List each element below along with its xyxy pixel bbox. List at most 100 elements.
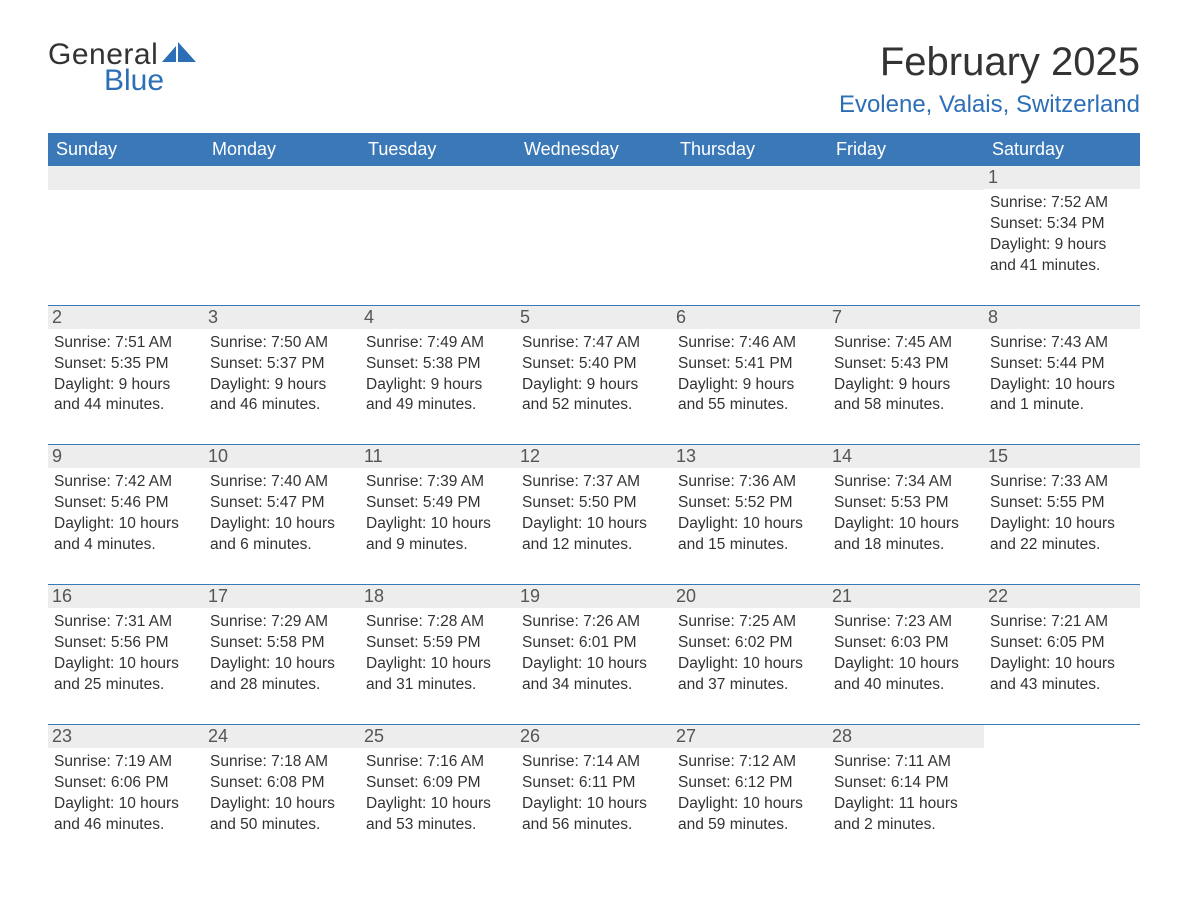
calendar-day [984,725,1140,842]
calendar-day [828,166,984,283]
sunset-line: Sunset: 6:11 PM [522,773,666,794]
daylight-line-1: Daylight: 10 hours [990,654,1134,675]
calendar-day: 16Sunrise: 7:31 AMSunset: 5:56 PMDayligh… [48,585,204,702]
day-number: 27 [672,725,828,748]
daylight-line-2: and 46 minutes. [54,815,198,836]
calendar-day: 19 Sunrise: 7:26 AMSunset: 6:01 PMDayligh… [516,585,672,702]
sunset-line: Sunset: 6:08 PM [210,773,354,794]
sunset-line: Sunset: 5:53 PM [834,493,978,514]
daylight-line-2: and 52 minutes. [522,395,666,416]
sunset-line: Sunset: 5:58 PM [210,633,354,654]
sunrise-line: Sunrise: 7:37 AM [522,472,666,493]
daylight-line-1: Daylight: 10 hours [210,654,354,675]
daylight-line-2: and 56 minutes. [522,815,666,836]
calendar-day: 1Sunrise: 7:52 AMSunset: 5:34 PMDaylight… [984,166,1140,283]
day-number [672,166,828,190]
sunrise-line: Sunrise: 7:26 AM [522,612,666,633]
calendar-day: 6Sunrise: 7:46 AMSunset: 5:41 PMDaylight… [672,306,828,423]
day-number: 12 [516,445,672,468]
daylight-line-2: and 34 minutes. [522,675,666,696]
sunrise-line: Sunrise: 7:16 AM [366,752,510,773]
day-number: 14 [828,445,984,468]
calendar-day: 18Sunrise: 7:28 AMSunset: 5:59 PMDayligh… [360,585,516,702]
sunrise-line: Sunrise: 7:51 AM [54,333,198,354]
sunset-line: Sunset: 6:05 PM [990,633,1134,654]
day-details: Sunrise: 7:34 AMSunset: 5:53 PMDaylight:… [834,472,978,556]
day-number: 23 [48,725,204,748]
day-details: Sunrise: 7:40 AMSunset: 5:47 PMDaylight:… [210,472,354,556]
sunrise-line: Sunrise: 7:36 AM [678,472,822,493]
sunset-line: Sunset: 5:59 PM [366,633,510,654]
day-details: Sunrise: 7:18 AMSunset: 6:08 PMDaylight:… [210,752,354,836]
weekday-header: Tuesday [360,133,516,166]
weekday-header-row: SundayMondayTuesdayWednesdayThursdayFrid… [48,133,1140,166]
day-details: Sunrise: 7:50 AMSunset: 5:37 PMDaylight:… [210,333,354,417]
day-number: 22 [984,585,1140,608]
calendar-day: 26Sunrise: 7:14 AMSunset: 6:11 PMDayligh… [516,725,672,842]
daylight-line-2: and 53 minutes. [366,815,510,836]
calendar-day: 8Sunrise: 7:43 AMSunset: 5:44 PMDaylight… [984,306,1140,423]
sunrise-line: Sunrise: 7:40 AM [210,472,354,493]
day-number: 26 [516,725,672,748]
calendar-day: 23 Sunrise: 7:19 AMSunset: 6:06 PMDayligh… [48,725,204,842]
sunrise-line: Sunrise: 7:21 AM [990,612,1134,633]
calendar-day [672,166,828,283]
day-number: 15 [984,445,1140,468]
sunset-line: Sunset: 5:52 PM [678,493,822,514]
calendar-week: 9Sunrise: 7:42 AMSunset: 5:46 PMDaylight… [48,444,1140,562]
day-number [360,166,516,190]
daylight-line-1: Daylight: 10 hours [990,514,1134,535]
brand-flag-icon [162,40,196,70]
weekday-header: Thursday [672,133,828,166]
daylight-line-1: Daylight: 10 hours [678,654,822,675]
calendar-day: 4Sunrise: 7:49 AMSunset: 5:38 PMDaylight… [360,306,516,423]
weekday-header: Sunday [48,133,204,166]
sunset-line: Sunset: 5:56 PM [54,633,198,654]
day-number: 3 [204,306,360,329]
sunset-line: Sunset: 6:01 PM [522,633,666,654]
daylight-line-1: Daylight: 10 hours [366,794,510,815]
day-details: Sunrise: 7:25 AMSunset: 6:02 PMDaylight:… [678,612,822,696]
daylight-line-2: and 31 minutes. [366,675,510,696]
daylight-line-2: and 49 minutes. [366,395,510,416]
sunrise-line: Sunrise: 7:43 AM [990,333,1134,354]
daylight-line-2: and 40 minutes. [834,675,978,696]
daylight-line-2: and 12 minutes. [522,535,666,556]
day-details: Sunrise: 7:29 AMSunset: 5:58 PMDaylight:… [210,612,354,696]
day-number: 13 [672,445,828,468]
daylight-line-1: Daylight: 9 hours [54,375,198,396]
calendar-day: 20Sunrise: 7:25 AMSunset: 6:02 PMDayligh… [672,585,828,702]
daylight-line-1: Daylight: 10 hours [210,514,354,535]
day-details: Sunrise: 7:19 AMSunset: 6:06 PMDaylight:… [54,752,198,836]
daylight-line-2: and 46 minutes. [210,395,354,416]
day-number: 4 [360,306,516,329]
daylight-line-2: and 4 minutes. [54,535,198,556]
day-number: 28 [828,725,984,748]
daylight-line-2: and 9 minutes. [366,535,510,556]
day-number: 21 [828,585,984,608]
calendar-day: 5Sunrise: 7:47 AMSunset: 5:40 PMDaylight… [516,306,672,423]
calendar-day: 14 Sunrise: 7:34 AMSunset: 5:53 PMDayligh… [828,445,984,562]
day-number: 17 [204,585,360,608]
header: General Blue February 2025 Evolene, Vala… [48,40,1140,119]
sunset-line: Sunset: 5:49 PM [366,493,510,514]
calendar-week: 2Sunrise: 7:51 AMSunset: 5:35 PMDaylight… [48,305,1140,423]
day-number: 19 [516,585,672,608]
daylight-line-2: and 1 minute. [990,395,1134,416]
daylight-line-1: Daylight: 9 hours [990,235,1134,256]
day-details: Sunrise: 7:26 AMSunset: 6:01 PMDaylight:… [522,612,666,696]
sunrise-line: Sunrise: 7:46 AM [678,333,822,354]
day-details: Sunrise: 7:43 AMSunset: 5:44 PMDaylight:… [990,333,1134,417]
location: Evolene, Valais, Switzerland [839,91,1140,119]
day-details: Sunrise: 7:28 AMSunset: 5:59 PMDaylight:… [366,612,510,696]
daylight-line-2: and 41 minutes. [990,256,1134,277]
sunrise-line: Sunrise: 7:18 AM [210,752,354,773]
sunset-line: Sunset: 6:03 PM [834,633,978,654]
daylight-line-1: Daylight: 10 hours [834,514,978,535]
day-details: Sunrise: 7:23 AMSunset: 6:03 PMDaylight:… [834,612,978,696]
sunset-line: Sunset: 5:40 PM [522,354,666,375]
calendar-week: 23 Sunrise: 7:19 AMSunset: 6:06 PMDayligh… [48,724,1140,842]
daylight-line-1: Daylight: 10 hours [210,794,354,815]
day-details: Sunrise: 7:31 AMSunset: 5:56 PMDaylight:… [54,612,198,696]
daylight-line-2: and 58 minutes. [834,395,978,416]
